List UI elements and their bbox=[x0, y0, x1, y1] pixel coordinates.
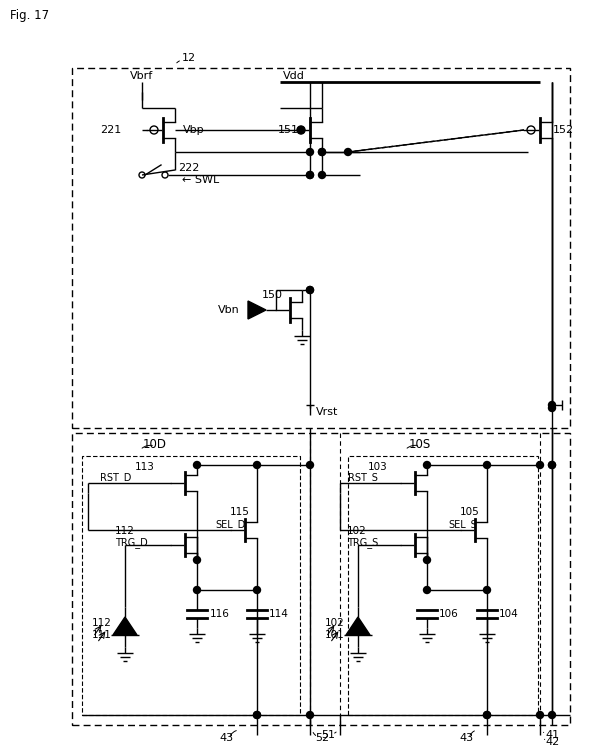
Polygon shape bbox=[113, 617, 137, 635]
Text: 114: 114 bbox=[269, 609, 289, 619]
Text: 41: 41 bbox=[545, 730, 559, 740]
Text: 222: 222 bbox=[178, 163, 199, 173]
Circle shape bbox=[548, 462, 556, 468]
Circle shape bbox=[548, 711, 556, 719]
Text: 12: 12 bbox=[182, 53, 196, 63]
Text: 150: 150 bbox=[261, 290, 282, 300]
Circle shape bbox=[307, 286, 313, 293]
Text: 101: 101 bbox=[325, 630, 345, 640]
Text: 10D: 10D bbox=[143, 438, 167, 450]
Text: 42: 42 bbox=[545, 737, 559, 747]
Text: Vrst: Vrst bbox=[316, 407, 338, 417]
Circle shape bbox=[484, 462, 490, 468]
Circle shape bbox=[423, 557, 431, 563]
Circle shape bbox=[307, 171, 313, 179]
Circle shape bbox=[307, 286, 313, 293]
Text: 116: 116 bbox=[210, 609, 230, 619]
Text: 104: 104 bbox=[499, 609, 518, 619]
Text: 43: 43 bbox=[220, 733, 234, 743]
Text: 151: 151 bbox=[278, 125, 299, 135]
Circle shape bbox=[484, 711, 490, 719]
Text: 102: 102 bbox=[325, 618, 345, 628]
Text: Fig. 17: Fig. 17 bbox=[10, 8, 49, 22]
Circle shape bbox=[307, 171, 313, 179]
Text: 102: 102 bbox=[347, 526, 367, 536]
Text: 113: 113 bbox=[135, 462, 155, 472]
Text: 115: 115 bbox=[230, 507, 250, 517]
Text: 221: 221 bbox=[100, 125, 121, 135]
Circle shape bbox=[307, 711, 313, 719]
Circle shape bbox=[297, 126, 304, 133]
Circle shape bbox=[254, 711, 261, 719]
Circle shape bbox=[344, 149, 352, 156]
Text: 51: 51 bbox=[321, 730, 335, 740]
Circle shape bbox=[307, 149, 313, 156]
Circle shape bbox=[536, 462, 544, 468]
Circle shape bbox=[548, 462, 556, 468]
Circle shape bbox=[484, 711, 490, 719]
Text: 43: 43 bbox=[460, 733, 474, 743]
Circle shape bbox=[484, 586, 490, 593]
Text: ← SWL: ← SWL bbox=[182, 175, 219, 185]
Circle shape bbox=[423, 462, 431, 468]
Circle shape bbox=[194, 557, 200, 563]
Text: 111: 111 bbox=[92, 630, 112, 640]
Circle shape bbox=[423, 586, 431, 593]
Circle shape bbox=[254, 462, 261, 468]
Text: TRG_D: TRG_D bbox=[115, 538, 148, 548]
Circle shape bbox=[319, 149, 325, 156]
Bar bbox=[72, 433, 570, 725]
Text: RST_S: RST_S bbox=[348, 473, 378, 483]
Text: Vbp: Vbp bbox=[183, 125, 205, 135]
Circle shape bbox=[194, 462, 200, 468]
Bar bbox=[82, 456, 300, 715]
Text: 112: 112 bbox=[92, 618, 112, 628]
Circle shape bbox=[536, 711, 544, 719]
Polygon shape bbox=[248, 301, 266, 319]
Circle shape bbox=[319, 171, 325, 179]
Text: 105: 105 bbox=[460, 507, 480, 517]
Circle shape bbox=[307, 462, 313, 468]
Bar bbox=[72, 68, 570, 428]
Text: SEL_D: SEL_D bbox=[215, 520, 245, 530]
Bar bbox=[348, 456, 538, 715]
Circle shape bbox=[254, 711, 261, 719]
Text: 103: 103 bbox=[368, 462, 388, 472]
Text: 10S: 10S bbox=[409, 438, 431, 450]
Text: 152: 152 bbox=[553, 125, 574, 135]
Circle shape bbox=[319, 149, 325, 156]
Polygon shape bbox=[346, 617, 370, 635]
Text: 112: 112 bbox=[115, 526, 135, 536]
Text: Vdd: Vdd bbox=[283, 71, 305, 81]
Text: TRG_S: TRG_S bbox=[347, 538, 379, 548]
Circle shape bbox=[254, 586, 261, 593]
Text: 106: 106 bbox=[439, 609, 459, 619]
Circle shape bbox=[194, 586, 200, 593]
Circle shape bbox=[548, 405, 556, 411]
Text: 52: 52 bbox=[315, 733, 329, 743]
Text: Vbrf: Vbrf bbox=[130, 71, 154, 81]
Text: Vbn: Vbn bbox=[218, 305, 240, 315]
Text: SEL_S: SEL_S bbox=[448, 520, 477, 530]
Circle shape bbox=[548, 402, 556, 408]
Text: RST_D: RST_D bbox=[100, 473, 132, 483]
